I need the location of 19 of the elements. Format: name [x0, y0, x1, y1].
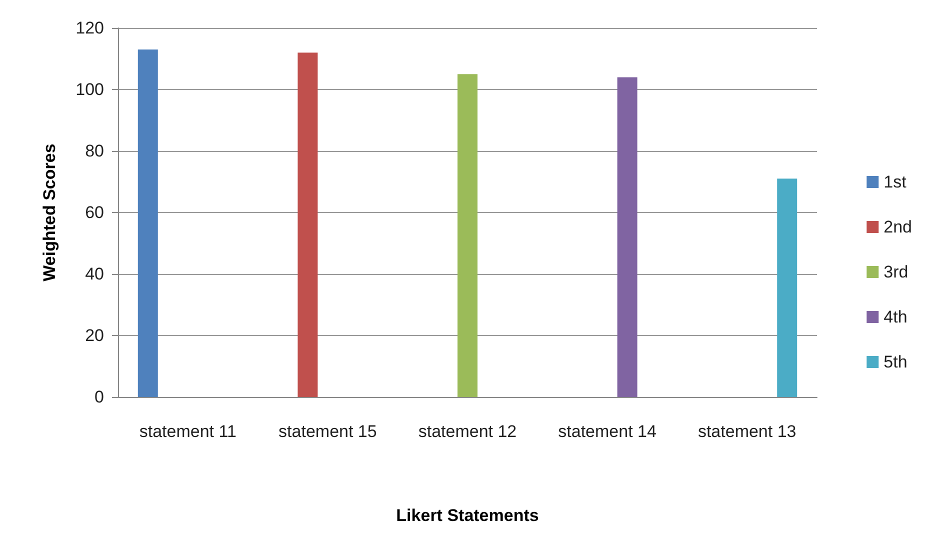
- x-tick-label: statement 14: [558, 422, 656, 441]
- legend-label: 2nd: [884, 218, 912, 236]
- y-tick-label: 120: [76, 18, 104, 38]
- x-tick-label: statement 12: [418, 422, 517, 441]
- y-tick-label: 0: [94, 388, 104, 406]
- y-axis-title: Weighted Scores: [40, 144, 59, 282]
- legend-label: 4th: [884, 308, 908, 326]
- legend-label: 5th: [884, 352, 908, 372]
- x-tick-label: statement 11: [139, 422, 236, 441]
- y-tick-label: 20: [85, 326, 104, 345]
- x-tick-label: statement 13: [698, 422, 796, 441]
- x-axis-title: Likert Statements: [396, 506, 539, 525]
- y-tick-label: 60: [85, 203, 104, 222]
- x-tick-label: statement 15: [278, 422, 377, 441]
- y-tick-label: 80: [85, 142, 104, 160]
- y-tick-label: 100: [76, 80, 104, 99]
- legend-label: 3rd: [884, 262, 908, 282]
- y-tick-label: 40: [85, 264, 104, 284]
- legend-label: 1st: [884, 172, 907, 192]
